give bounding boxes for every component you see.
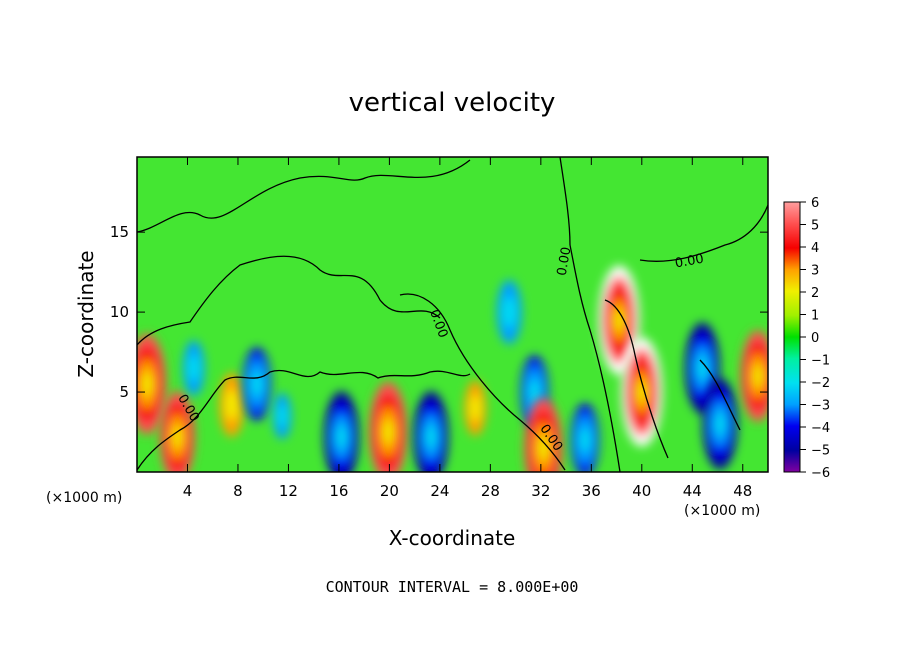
colorbar-tick-label: −3: [811, 399, 830, 414]
x-tick-label: 48: [733, 482, 752, 500]
contour-line: [137, 255, 441, 346]
colorbar-tick-label: −1: [811, 354, 830, 369]
x-tick-label: 28: [481, 482, 500, 500]
colorbar: [783, 201, 801, 473]
heatmap-level: [277, 404, 287, 428]
colorbar-tick-label: 4: [811, 241, 819, 256]
heatmap-feature: [571, 403, 600, 472]
heatmap-level: [173, 425, 182, 449]
heatmap-level: [637, 381, 646, 403]
contour-line: [604, 299, 669, 459]
heatmap-level: [580, 427, 590, 453]
contour-line: [639, 204, 768, 262]
plot-frame: [136, 156, 769, 473]
heatmap-level: [383, 419, 393, 445]
heatmap-feature: [598, 265, 640, 375]
contour-line: [569, 244, 621, 472]
colorbar-tick-label: 6: [811, 196, 819, 211]
x-ticks: 4 8 12 16 20 24 28 32 36 40 44 48: [183, 157, 752, 500]
heatmap-feature: [272, 393, 292, 440]
heatmap-feature: [137, 334, 166, 435]
x-tick-label: 44: [683, 482, 702, 500]
x-axis-label: X-coordinate: [388, 526, 516, 550]
contour-interval-note: CONTOUR INTERVAL = 8.000E+00: [325, 578, 579, 596]
heatmap-level: [538, 435, 549, 461]
y-tick-label: 15: [110, 223, 129, 241]
heatmap-level: [753, 364, 763, 388]
heatmap-feature: [621, 337, 663, 447]
heatmap-level: [715, 412, 725, 436]
x-tick-label: 32: [531, 482, 550, 500]
heatmap-level: [426, 425, 436, 449]
heatmap-feature: [369, 382, 407, 472]
x-tick-label: 12: [279, 482, 298, 500]
x-tick-label: 40: [632, 482, 651, 500]
y-ticks: 5 10 15: [110, 223, 768, 401]
contour-line: [137, 369, 471, 471]
heatmap-feature: [740, 330, 768, 422]
contour-line: [399, 293, 566, 471]
x-tick-label: 24: [430, 482, 449, 500]
contour-line: [559, 157, 571, 246]
x-tick-label: 36: [582, 482, 601, 500]
contour-labels: 0.000.000.00 0.000.00: [174, 246, 705, 454]
heatmap-level: [529, 379, 540, 405]
contour-lines: [137, 157, 768, 472]
colorbar-tick-label: −6: [811, 466, 830, 481]
x-tick-label: 4: [183, 482, 193, 500]
heatmap-feature: [496, 280, 522, 345]
colorbar-tick-label: 2: [811, 286, 819, 301]
heatmap-feature: [242, 347, 271, 421]
x-tick-label: 20: [380, 482, 399, 500]
colorbar-tick-label: −4: [811, 421, 830, 436]
x-unit-label-left: (×1000 m): [46, 490, 123, 506]
heatmap-level: [252, 371, 262, 397]
heatmap-feature: [702, 378, 738, 470]
x-tick-label: 8: [233, 482, 243, 500]
y-axis-label: Z-coordinate: [74, 250, 98, 378]
x-tick-label: 16: [329, 482, 348, 500]
colorbar-ticks: 6 5 4 3 2 1 0 −1 −2 −3 −4 −5 −6: [800, 196, 830, 481]
heatmap-feature: [324, 391, 359, 472]
colorbar-tick-label: 3: [811, 264, 819, 279]
heatmap-level: [188, 354, 200, 382]
y-tick-label: 10: [110, 303, 129, 321]
contour-line: [699, 359, 741, 431]
heatmap-feature: [464, 380, 487, 436]
heatmap-level: [225, 388, 238, 421]
contour-line: [137, 159, 471, 233]
x-unit-label-right: (×1000 m): [684, 503, 761, 519]
heatmap-features: [137, 265, 768, 472]
heatmap-level: [337, 425, 346, 449]
chart-title: vertical velocity: [348, 88, 556, 118]
heatmap-level: [469, 394, 481, 422]
heatmap-level: [698, 356, 707, 380]
colorbar-tick-label: −2: [811, 376, 830, 391]
colorbar-tick-label: 0: [811, 331, 819, 346]
contour-label: 0.00: [555, 246, 575, 277]
heatmap-level: [503, 296, 516, 329]
colorbar-tick-label: 1: [811, 309, 819, 324]
contour-label: 0.00: [674, 252, 705, 272]
heatmap-feature: [413, 391, 449, 472]
heatmap-feature: [219, 372, 245, 437]
heatmap-feature: [182, 340, 205, 396]
colorbar-tick-label: 5: [811, 219, 819, 234]
y-tick-label: 5: [119, 383, 129, 401]
heatmap-level: [142, 371, 152, 397]
colorbar-tick-label: −5: [811, 444, 830, 459]
